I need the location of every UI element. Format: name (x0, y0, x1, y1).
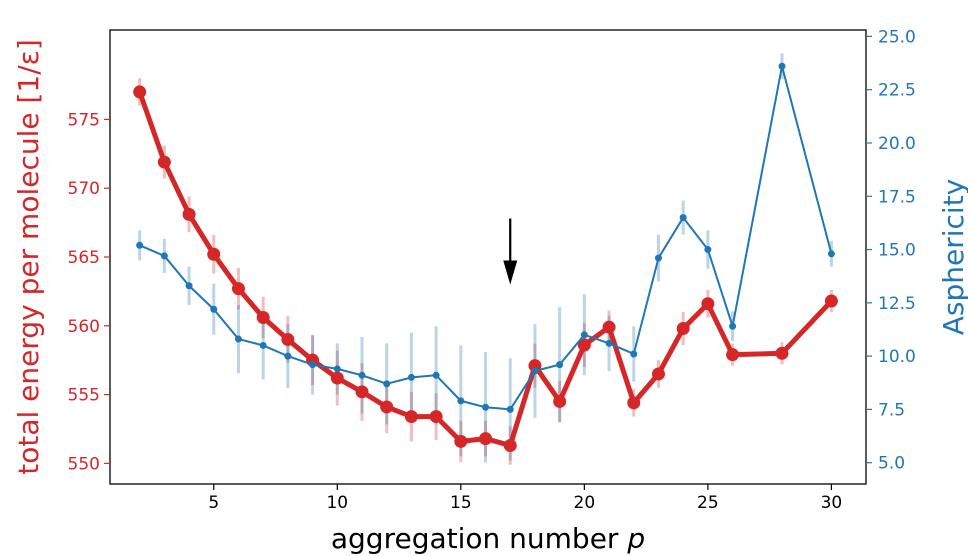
energy-point (330, 371, 344, 385)
energy-point (676, 322, 690, 336)
asphericity-point (729, 322, 737, 330)
x-tick-label: 25 (697, 493, 719, 513)
energy-point (577, 338, 591, 352)
energy-point (157, 155, 171, 169)
x-axis-label-variable: p (626, 522, 645, 555)
asphericity-point (531, 367, 539, 375)
left-y-tick-label: 550 (68, 454, 100, 474)
asphericity-point (605, 339, 613, 347)
energy-point (503, 438, 517, 452)
asphericity-point (210, 305, 218, 313)
right-y-tick-label: 12.5 (878, 294, 916, 314)
asphericity-point (630, 350, 638, 358)
asphericity-point (580, 331, 588, 339)
energy-point (256, 311, 270, 325)
x-tick-label: 20 (574, 493, 596, 513)
left-y-tick-label: 570 (68, 179, 100, 199)
arrow-head (503, 260, 518, 285)
x-axis-label: aggregation number p (331, 522, 645, 555)
energy-point (528, 359, 542, 373)
asphericity-point (358, 371, 366, 379)
right-y-axis-label: Asphericity (937, 179, 968, 336)
asphericity-point (679, 214, 687, 222)
x-tick-label: 10 (326, 493, 348, 513)
energy-point (627, 396, 641, 410)
energy-point (133, 85, 147, 99)
asphericity-point (654, 254, 662, 262)
energy-point (775, 346, 789, 360)
right-y-tick-label: 17.5 (878, 187, 916, 207)
left-y-tick-label: 575 (68, 110, 100, 130)
asphericity-point (333, 365, 341, 373)
right-y-tick-label: 20.0 (878, 134, 916, 154)
x-tick-label: 15 (450, 493, 472, 513)
x-axis-label-text: aggregation number (331, 522, 627, 555)
axis-labels: aggregation number p total energy per mo… (12, 39, 968, 555)
asphericity-point (160, 252, 168, 260)
asphericity-point (309, 361, 317, 369)
energy-point (380, 400, 394, 414)
asphericity-point (407, 373, 415, 381)
right-y-tick-label: 22.5 (878, 81, 916, 101)
right-y-tick-label: 15.0 (878, 241, 916, 261)
asphericity-point (432, 371, 440, 379)
energy-point (404, 410, 418, 424)
left-y-tick-label: 560 (68, 317, 100, 337)
x-tick-label: 30 (821, 493, 843, 513)
right-y-tick-label: 25.0 (878, 27, 916, 47)
asphericity-point (284, 352, 292, 360)
left-y-axis-ticks: 550 555 560 565 570 575 (68, 110, 110, 474)
energy-point (429, 410, 443, 424)
energy-point (553, 394, 567, 408)
asphericity-point (136, 241, 144, 249)
energy-point (824, 294, 838, 308)
right-y-tick-label: 10.0 (878, 347, 916, 367)
asphericity-point (704, 246, 712, 254)
asphericity-point (259, 341, 267, 349)
energy-point (281, 333, 295, 347)
energy-point (207, 247, 221, 261)
asphericity-point (457, 397, 465, 405)
energy-point (651, 367, 665, 381)
energy-point (182, 207, 196, 221)
asphericity-point (383, 380, 391, 388)
right-series (136, 62, 835, 413)
left-series (133, 85, 838, 452)
asphericity-point (506, 405, 514, 413)
right-y-axis-ticks: 5.0 7.5 10.0 12.5 15.0 17.5 20.0 22.5 25.0 (866, 27, 916, 474)
energy-point (602, 320, 616, 334)
asphericity-point (778, 62, 786, 70)
energy-point (231, 282, 245, 296)
energy-point (479, 432, 493, 446)
annotation-arrow (503, 218, 518, 285)
asphericity-point (234, 335, 242, 343)
right-y-tick-label: 7.5 (878, 400, 905, 420)
energy-point (726, 348, 740, 362)
asphericity-point (482, 403, 490, 411)
x-tick-label: 5 (208, 493, 219, 513)
asphericity-point (827, 250, 835, 258)
energy-point (701, 297, 715, 311)
left-y-axis-label: total energy per molecule [1/ε] (12, 39, 45, 475)
left-y-tick-label: 565 (68, 248, 100, 268)
x-axis-ticks: 5 10 15 20 25 30 (208, 484, 842, 513)
left-y-tick-label: 555 (68, 386, 100, 406)
asphericity-point (556, 361, 564, 369)
right-y-tick-label: 5.0 (878, 454, 905, 474)
energy-point (355, 385, 369, 399)
asphericity-point (185, 282, 193, 290)
energy-point (454, 434, 468, 448)
